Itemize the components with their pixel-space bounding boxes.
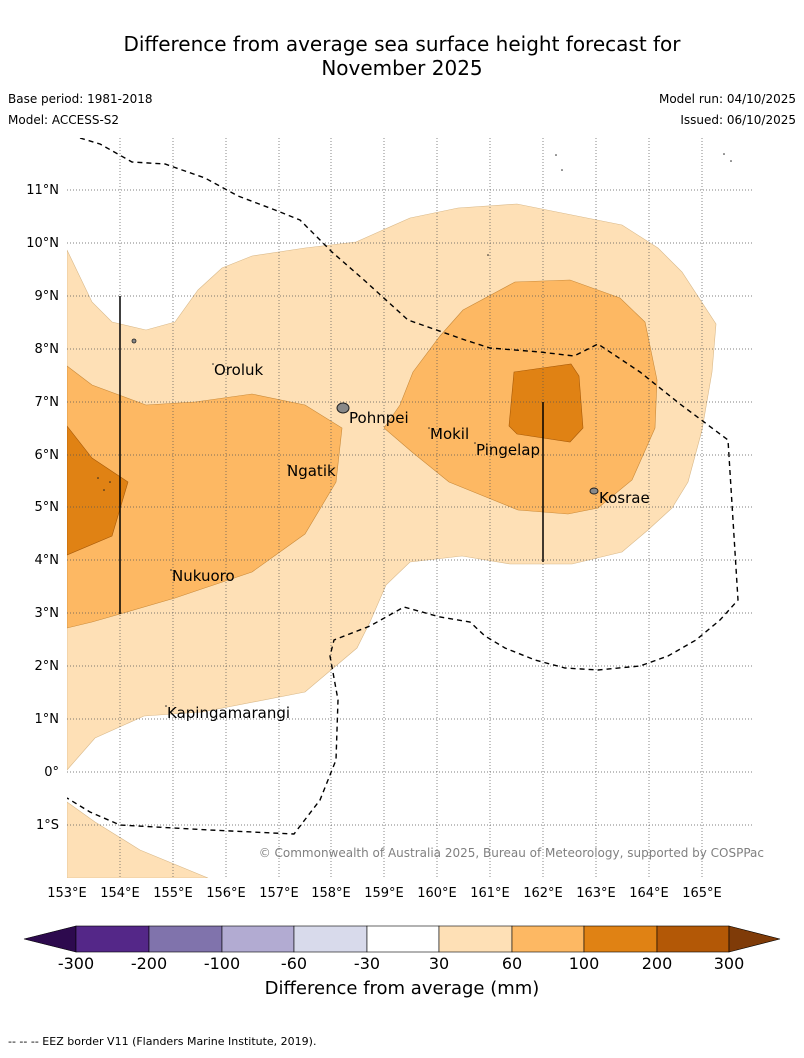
lon-tick-label: 161°E [470,886,510,901]
colorbar-title: Difference from average (mm) [264,978,540,999]
colorbar-swatch [438,925,513,953]
colorbar-tick-label: 100 [569,954,600,973]
colorbar: -300 -200 -100 -60 -30 30 60 100 200 300 [23,925,781,973]
lon-tick-label: 164°E [629,886,669,901]
place-label-kosrae: Kosrae [599,489,650,507]
colorbar-swatch [221,925,295,953]
model-run: Model run: 04/10/2025 [658,92,796,106]
place-label-nukuoro: Nukuoro [172,567,235,585]
lon-tick-label: 160°E [417,886,457,901]
place-label-pingelap: Pingelap [476,441,540,459]
eez-border [67,138,739,835]
place-labels: Oroluk Pohnpei Mokil Pingelap Ngatik Kos… [167,361,650,722]
colorbar-swatch [656,925,730,953]
lat-tick-label: 6°N [35,448,60,463]
colorbar-extend-high [728,925,781,953]
place-label-ngatik: Ngatik [287,462,336,480]
colorbar-tick-label: 200 [642,954,673,973]
colorbar-tick-label: 300 [714,954,745,973]
lat-tick-label: 9°N [35,289,60,304]
place-label-mokil: Mokil [430,425,469,443]
band-100-200-east [508,363,584,443]
lat-tick-label: 7°N [35,395,60,410]
colorbar-swatch [511,925,585,953]
lat-tick-label: 0° [44,765,59,780]
lon-tick-label: 155°E [153,886,193,901]
lon-tick-label: 156°E [206,886,246,901]
colorbar-tick-label: -100 [204,954,240,973]
colorbar-tick-label: -200 [131,954,167,973]
colorbar-tick-label: 30 [429,954,449,973]
lon-tick-label: 163°E [576,886,616,901]
title-line-2: November 2025 [321,56,483,80]
band-30-60-south [67,801,209,878]
lat-tick-label: 8°N [35,342,60,357]
place-label-pohnpei: Pohnpei [349,409,409,427]
eez-footnote: -- -- -- EEZ border V11 (Flanders Marine… [8,1035,317,1048]
colorbar-tick-label: -30 [354,954,380,973]
model-name: Model: ACCESS-S2 [8,113,120,127]
colorbar-swatch [366,925,440,953]
lat-tick-label: 3°N [35,606,60,621]
lon-tick-label: 153°E [47,886,87,901]
colorbar-swatch [75,925,150,953]
lat-axis: 11°N 10°N 9°N 8°N 7°N 6°N 5°N 4°N 3°N 2°… [26,183,59,833]
colorbar-tick-label: -60 [281,954,307,973]
lat-tick-label: 1°S [36,818,59,833]
colorbar-extend-low [23,925,77,953]
lon-tick-label: 165°E [682,886,722,901]
lat-tick-label: 10°N [26,236,59,251]
kosrae-island [589,487,599,495]
band-60-100-west [67,365,343,629]
lon-tick-label: 154°E [100,886,140,901]
place-label-oroluk: Oroluk [214,361,263,379]
issued-date: Issued: 06/10/2025 [680,113,796,127]
islands [97,153,732,707]
copyright-notice: © Commonwealth of Australia 2025, Bureau… [259,846,764,860]
lon-axis: 153°E 154°E 155°E 156°E 157°E 158°E 159°… [47,886,722,901]
lat-tick-label: 11°N [26,183,59,198]
pohnpei-island [336,402,350,414]
lon-tick-label: 157°E [259,886,299,901]
colorbar-swatch [293,925,368,953]
lat-tick-label: 4°N [35,553,60,568]
map-title: Difference from average sea surface heig… [0,32,804,80]
colorbar-tick-label: 60 [502,954,522,973]
lat-tick-label: 1°N [35,712,60,727]
base-period: Base period: 1981-2018 [8,92,153,106]
lon-tick-label: 158°E [311,886,351,901]
colorbar-swatch [148,925,223,953]
lon-tick-label: 162°E [523,886,563,901]
colorbar-tick-label: -300 [58,954,94,973]
place-label-kapingamarangi: Kapingamarangi [167,704,290,722]
lon-tick-label: 159°E [364,886,404,901]
lat-tick-label: 5°N [35,500,60,515]
colorbar-swatch [583,925,658,953]
title-line-1: Difference from average sea surface heig… [123,32,681,56]
lat-tick-label: 2°N [35,659,60,674]
